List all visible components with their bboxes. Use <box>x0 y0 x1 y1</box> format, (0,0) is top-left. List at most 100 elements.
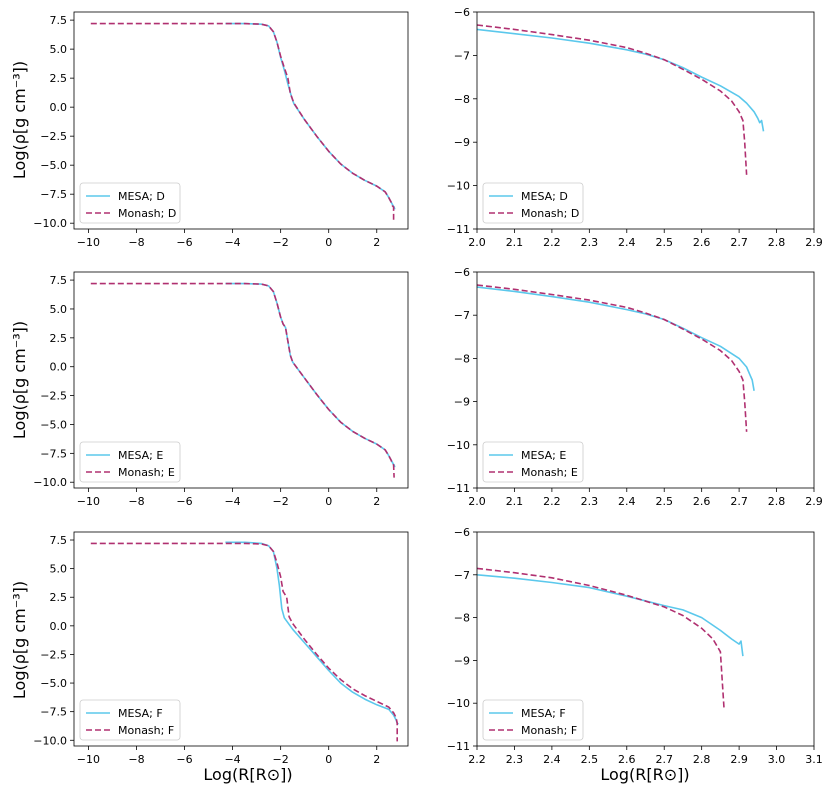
y-tick-label: −7.5 <box>40 188 67 201</box>
y-tick-label: −7 <box>454 309 470 322</box>
y-tick-label: 2.5 <box>50 332 68 345</box>
axes-frame <box>476 531 815 747</box>
y-tick-label: −10 <box>447 439 470 452</box>
legend-label: Monash; F <box>118 724 174 737</box>
axes-frame <box>73 271 409 489</box>
y-tick-label: −9 <box>454 136 470 149</box>
y-tick-label: −8 <box>454 612 470 625</box>
y-tick-label: −6 <box>454 6 470 19</box>
series-line-mesa <box>477 28 765 132</box>
x-tick-label: −6 <box>176 236 192 249</box>
axes-frame <box>73 531 409 747</box>
x-tick-label: 2.9 <box>805 495 823 508</box>
legend-label: Monash; E <box>521 466 578 479</box>
legend-label: MESA; F <box>118 707 163 720</box>
y-tick-label: −10.0 <box>33 476 67 489</box>
plot-area <box>477 24 765 175</box>
y-tick-label: 7.5 <box>50 274 68 287</box>
y-tick-label: −9 <box>454 654 470 667</box>
series-line-monash <box>477 567 725 710</box>
x-tick-label: −2 <box>273 753 289 766</box>
x-tick-label: 2.5 <box>655 236 673 249</box>
x-tick-label: 2.1 <box>506 236 524 249</box>
x-tick-label: 2.3 <box>581 236 599 249</box>
y-tick-label: −7.5 <box>40 706 67 719</box>
x-tick-label: −4 <box>224 495 240 508</box>
y-tick-label: −7 <box>454 49 470 62</box>
y-tick-label: −9 <box>454 396 470 409</box>
y-tick-label: −11 <box>447 740 470 753</box>
subplot-r1-c0: −10 −8 −6 −4 −2 0 2 −10.0 −7.5 −5.0 −2.5 0.0 2.5 5.0 7… <box>33 271 409 508</box>
xlabel-col-0: Log(R[R⊙]) <box>203 765 292 784</box>
subplot-r1-c1: 2.0 2.1 2.2 2.3 2.4 2.5 2.6 2.7 2.8 2.9 −11 −10 −9 −8… <box>447 266 823 508</box>
x-tick-label: 2.6 <box>693 495 711 508</box>
legend-label: MESA; D <box>521 190 568 203</box>
axes-frame <box>73 11 409 230</box>
series-line-mesa <box>225 282 396 468</box>
x-tick-label: 2.2 <box>468 753 486 766</box>
x-tick-label: 2.4 <box>618 495 636 508</box>
x-tick-label: 2 <box>373 495 380 508</box>
x-tick-label: −4 <box>224 753 240 766</box>
x-tick-label: 2 <box>373 753 380 766</box>
y-tick-label: 5.0 <box>50 303 68 316</box>
x-tick-label: 2.4 <box>618 236 636 249</box>
series-line-mesa <box>225 541 399 725</box>
y-tick-label: −8 <box>454 352 470 365</box>
x-tick-label: 0 <box>325 495 332 508</box>
x-tick-label: −8 <box>128 236 144 249</box>
y-tick-label: −11 <box>447 223 470 236</box>
series-line-monash <box>90 542 399 742</box>
x-tick-label: −4 <box>224 236 240 249</box>
y-tick-label: −6 <box>454 526 470 539</box>
y-tick-label: −5.0 <box>40 159 67 172</box>
subplot-r2-c1: 2.2 2.3 2.4 2.5 2.6 2.7 2.8 2.9 3.0 3.1 −11 −10 −9 −8… <box>447 526 823 766</box>
axes-frame <box>476 271 815 489</box>
x-tick-label: −8 <box>128 753 144 766</box>
y-tick-label: −10 <box>447 180 470 193</box>
x-tick-label: 2.5 <box>581 753 599 766</box>
legend-label: MESA; D <box>118 190 165 203</box>
plot-area <box>477 567 744 710</box>
x-tick-label: 2.7 <box>655 753 673 766</box>
ylabel-row-0: Log(ρ[g cm⁻³]) <box>10 61 29 179</box>
legend-label: Monash; D <box>118 207 176 220</box>
x-tick-label: 2.3 <box>506 753 524 766</box>
subplot-r0-c0: −10 −8 −6 −4 −2 0 2 −10.0 −7.5 −5.0 −2.5 0.0 2.5 5.0 7… <box>33 11 409 249</box>
legend-label: MESA; E <box>521 449 566 462</box>
x-tick-label: 0 <box>325 236 332 249</box>
ylabel-row-2: Log(ρ[g cm⁻³]) <box>10 581 29 699</box>
y-tick-label: 7.5 <box>50 534 68 547</box>
x-tick-label: −2 <box>273 495 289 508</box>
y-tick-label: 5.0 <box>50 563 68 576</box>
y-tick-label: 0.0 <box>50 361 68 374</box>
x-tick-label: 2.3 <box>581 495 599 508</box>
y-tick-label: 5.0 <box>50 43 68 56</box>
x-tick-label: 2.9 <box>805 236 823 249</box>
x-tick-label: −10 <box>77 236 100 249</box>
x-tick-label: 2.2 <box>543 495 561 508</box>
plot-area <box>477 284 755 432</box>
x-tick-label: 2.7 <box>730 495 748 508</box>
x-tick-label: 3.0 <box>768 753 786 766</box>
x-tick-label: 2.8 <box>768 236 786 249</box>
y-tick-label: −10.0 <box>33 217 67 230</box>
y-tick-label: 2.5 <box>50 72 68 85</box>
y-tick-label: −8 <box>454 93 470 106</box>
y-tick-label: −6 <box>454 266 470 279</box>
y-tick-label: −2.5 <box>40 648 67 661</box>
subplot-r2-c0: −10 −8 −6 −4 −2 0 2 −10.0 −7.5 −5.0 −2.5 0.0 2.5 5.0 7… <box>33 531 409 766</box>
series-line-monash <box>477 284 748 432</box>
x-tick-label: 2.1 <box>506 495 524 508</box>
y-tick-label: −11 <box>447 482 470 495</box>
x-tick-label: 2.6 <box>618 753 636 766</box>
x-tick-label: −6 <box>176 753 192 766</box>
plot-area <box>90 541 399 742</box>
legend-label: MESA; E <box>118 449 163 462</box>
x-tick-label: 2.2 <box>543 236 561 249</box>
x-tick-label: 2.0 <box>468 495 486 508</box>
legend-label: Monash; D <box>521 207 579 220</box>
y-tick-label: −10 <box>447 697 470 710</box>
y-tick-label: −7 <box>454 569 470 582</box>
